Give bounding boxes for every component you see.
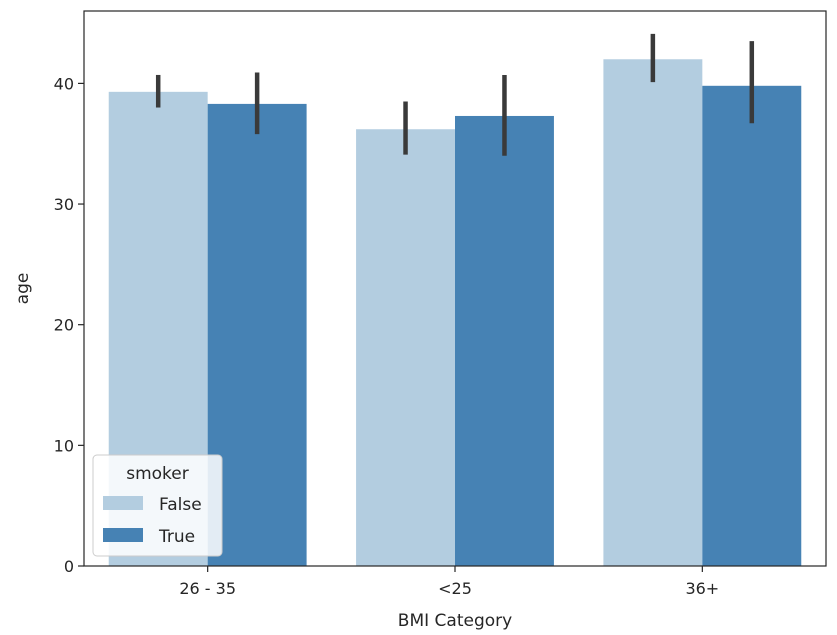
bar xyxy=(207,103,307,567)
y-tick-label: 10 xyxy=(54,436,74,455)
y-tick-label: 40 xyxy=(54,74,74,93)
legend-items: False True xyxy=(103,495,202,547)
legend: smoker False True xyxy=(92,454,223,557)
legend-title: smoker xyxy=(126,464,189,484)
legend-label: False xyxy=(159,495,202,515)
x-axis-label: BMI Category xyxy=(398,611,512,631)
legend-label: True xyxy=(158,527,195,547)
y-axis-label: age xyxy=(13,273,33,305)
x-tick-label: 36+ xyxy=(685,579,719,598)
x-tick-label: 26 - 35 xyxy=(179,579,236,598)
y-tick-label: 0 xyxy=(64,557,74,576)
bars-layer xyxy=(108,59,802,567)
bar xyxy=(356,129,455,566)
y-tick-label: 20 xyxy=(54,316,74,335)
legend-swatch xyxy=(103,496,143,510)
bar xyxy=(455,115,554,566)
y-axis: 0 10 20 30 40 xyxy=(54,74,84,576)
x-axis: 26 - 35 <25 36+ xyxy=(179,566,719,598)
y-tick-label: 30 xyxy=(54,195,74,214)
x-tick-label: <25 xyxy=(438,579,472,598)
legend-swatch xyxy=(103,528,143,542)
bar xyxy=(603,59,703,567)
errorbars-layer xyxy=(155,33,755,156)
bar xyxy=(702,85,802,566)
